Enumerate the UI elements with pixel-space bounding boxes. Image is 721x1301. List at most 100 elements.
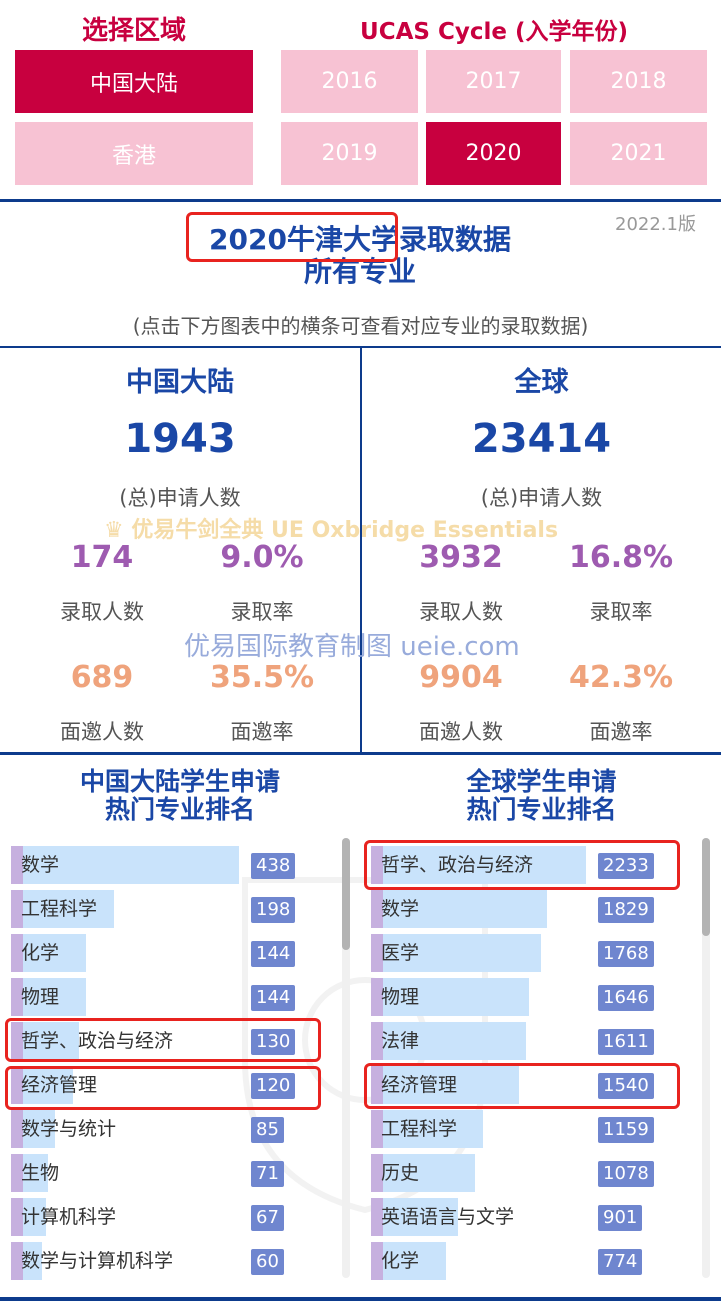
ranking-bar-accent — [11, 1154, 23, 1192]
year-button-2016[interactable]: 2016 — [281, 50, 418, 113]
year-button-2020[interactable]: 2020 — [426, 122, 561, 185]
ranking-bar-accent — [371, 978, 383, 1016]
mainland-interviewed: 689 — [70, 660, 134, 695]
ranking-row[interactable]: 医学 1768 — [371, 934, 658, 972]
ranking-bar[interactable] — [371, 1154, 475, 1192]
main-title: 2020牛津大学录取数据 — [209, 223, 511, 256]
ranking-row[interactable]: 物理 1646 — [371, 978, 658, 1016]
ranking-row[interactable]: 法律 1611 — [371, 1022, 658, 1060]
global-applicants: 23414 — [471, 416, 612, 462]
mainland-interviewed-label: 面邀人数 — [60, 720, 144, 744]
ranking-label: 经济管理 — [381, 1074, 458, 1096]
ranking-bar[interactable] — [11, 890, 115, 928]
highlight-title — [186, 212, 398, 262]
region-button-hongkong[interactable]: 香港 — [15, 122, 253, 185]
ranking-value-badge: 1159 — [598, 1117, 654, 1143]
ranking-bar[interactable] — [371, 1022, 527, 1060]
highlight-global-econ-mgmt — [364, 1063, 680, 1109]
mainland-scrollbar-thumb[interactable] — [342, 838, 350, 950]
ranking-value-badge: 1540 — [598, 1073, 654, 1099]
ranking-bar[interactable] — [371, 1242, 446, 1280]
ranking-row[interactable]: 化学 144 — [11, 934, 311, 972]
ranking-value-badge: 1646 — [598, 985, 654, 1011]
ranking-bar[interactable] — [11, 934, 86, 972]
ranking-row[interactable]: 经济管理 120 — [11, 1066, 311, 1104]
ranking-label: 经济管理 — [21, 1074, 98, 1096]
ranking-label: 哲学、政治与经济 — [381, 854, 534, 876]
ranking-bar[interactable] — [371, 890, 548, 928]
ranking-bar[interactable] — [371, 1198, 458, 1236]
ranking-row[interactable]: 化学 774 — [371, 1242, 658, 1280]
mainland-admit-rate-label: 录取率 — [230, 600, 294, 624]
ranking-label: 化学 — [381, 1250, 420, 1272]
ranking-bar[interactable] — [371, 934, 542, 972]
ranking-row[interactable]: 物理 144 — [11, 978, 311, 1016]
ranking-bar[interactable] — [11, 978, 86, 1016]
year-button-2017[interactable]: 2017 — [426, 50, 561, 113]
cycle-title: UCAS Cycle (入学年份) — [360, 19, 628, 45]
ranking-row[interactable]: 数学 438 — [11, 846, 311, 884]
ranking-row[interactable]: 生物 71 — [11, 1154, 311, 1192]
ranking-row[interactable]: 数学 1829 — [371, 890, 658, 928]
bottom-divider — [0, 1297, 721, 1301]
mainland-scrollbar-track[interactable] — [342, 838, 350, 1278]
ranking-row[interactable]: 计算机科学 67 — [11, 1198, 311, 1236]
global-scrollbar-track[interactable] — [702, 838, 710, 1278]
ranking-value-badge: 198 — [251, 897, 296, 923]
global-interviewed: 9904 — [419, 660, 503, 695]
year-button-2021[interactable]: 2021 — [570, 122, 707, 185]
ranking-row[interactable]: 数学与统计 85 — [11, 1110, 311, 1148]
ranking-bar-accent — [371, 846, 383, 884]
ranking-bar-accent — [11, 934, 23, 972]
ranking-value-badge: 774 — [598, 1249, 643, 1275]
ranking-label: 法律 — [381, 1030, 420, 1052]
watermark-oxbridge-text: 优易牛剑全典 UE Oxbridge Essentials — [131, 518, 559, 543]
ranking-label: 物理 — [21, 986, 60, 1008]
year-button-2018[interactable]: 2018 — [570, 50, 707, 113]
ranking-bar[interactable] — [371, 978, 530, 1016]
ranking-bar-accent — [11, 1198, 23, 1236]
global-admit-rate: 16.8% — [568, 540, 674, 575]
hint-text: (点击下方图表中的横条可查看对应专业的录取数据) — [132, 314, 589, 338]
ranking-row[interactable]: 工程科学 198 — [11, 890, 311, 928]
ranking-row[interactable]: 数学与计算机科学 60 — [11, 1242, 311, 1280]
ranking-bar-accent — [11, 890, 23, 928]
ranking-label: 数学与计算机科学 — [21, 1250, 174, 1272]
ranking-bar[interactable] — [11, 846, 239, 884]
mainland-admitted: 174 — [70, 540, 134, 575]
global-admit-rate-label: 录取率 — [589, 600, 653, 624]
ranking-row[interactable]: 经济管理 1540 — [371, 1066, 658, 1104]
ranking-bar-accent — [371, 890, 383, 928]
mainland-ranking-subtitle: 热门专业排名 — [104, 795, 255, 824]
mainland-heading: 中国大陆 — [126, 367, 234, 398]
mainland-interview-rate: 35.5% — [209, 660, 315, 695]
watermark-oxbridge: ♛ 优易牛剑全典 UE Oxbridge Essentials — [104, 512, 558, 544]
ranking-row[interactable]: 工程科学 1159 — [371, 1110, 658, 1148]
version-label: 2022.1版 — [615, 214, 696, 235]
ranking-label: 医学 — [381, 942, 420, 964]
ranking-row[interactable]: 哲学、政治与经济 2233 — [371, 846, 658, 884]
region-button-mainland[interactable]: 中国大陆 — [15, 50, 253, 113]
global-scrollbar-thumb[interactable] — [702, 838, 710, 936]
ranking-bar-accent — [371, 1110, 383, 1148]
ranking-value-badge: 2233 — [598, 853, 654, 879]
ranking-value-badge: 1611 — [598, 1029, 654, 1055]
ranking-row[interactable]: 英语语言与文学 901 — [371, 1198, 658, 1236]
ranking-bar[interactable] — [371, 1110, 483, 1148]
year-button-2019[interactable]: 2019 — [281, 122, 418, 185]
ranking-bar-accent — [11, 846, 23, 884]
ranking-value-badge: 901 — [598, 1205, 643, 1231]
ranking-label: 历史 — [381, 1162, 420, 1184]
ranking-bar[interactable] — [371, 846, 586, 884]
ranking-label: 哲学、政治与经济 — [21, 1030, 174, 1052]
global-ranking-subtitle: 热门专业排名 — [466, 795, 617, 824]
ranking-row[interactable]: 历史 1078 — [371, 1154, 658, 1192]
ranking-bar-accent — [371, 1022, 383, 1060]
ranking-bar[interactable] — [371, 1066, 520, 1104]
region-title: 选择区域 — [81, 16, 186, 46]
stats-center-divider — [360, 348, 362, 752]
ranking-bar-accent — [371, 1066, 383, 1104]
watermark-ueie: 优易国际教育制图 ueie.com — [184, 632, 520, 662]
ranking-label: 计算机科学 — [21, 1206, 117, 1228]
ranking-row[interactable]: 哲学、政治与经济 130 — [11, 1022, 311, 1060]
